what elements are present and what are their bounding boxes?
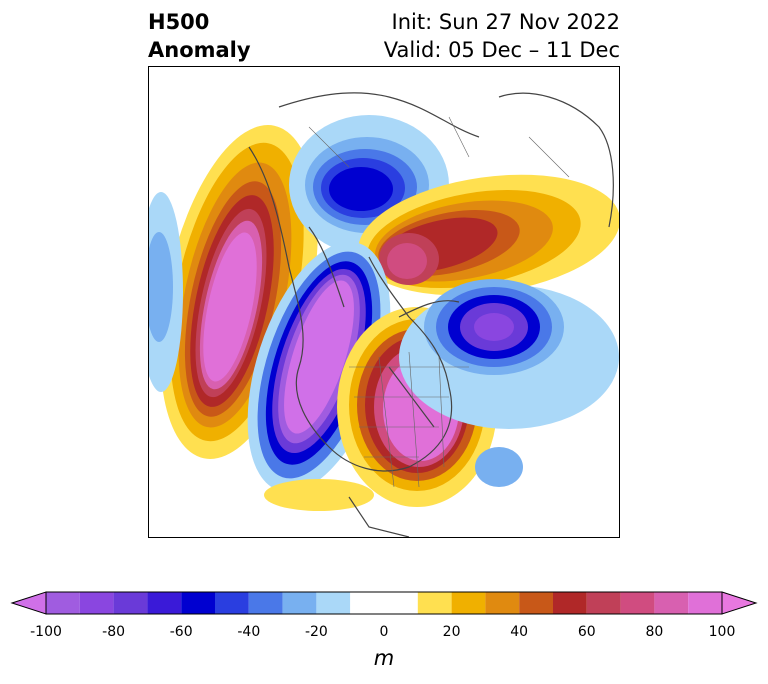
colorbar-tick-label: 0 xyxy=(379,624,389,640)
colorbar-bin-5 xyxy=(215,592,249,614)
colorbar-tick-label: -80 xyxy=(102,624,126,640)
colorbar-tick-label: -20 xyxy=(304,624,328,640)
anomaly-far-west-trough xyxy=(149,192,183,392)
map-canvas xyxy=(149,92,619,537)
colorbar-bin-6 xyxy=(248,592,283,614)
colorbar-bin-18 xyxy=(688,592,722,614)
colorbar-bin-13 xyxy=(519,592,553,614)
colorbar-tick-label: -100 xyxy=(30,624,62,640)
colorbar-bins xyxy=(46,592,722,614)
init-date: Init: Sun 27 Nov 2022 xyxy=(391,10,620,34)
colorbar-bin-11 xyxy=(451,592,486,614)
colorbar-outline xyxy=(45,591,723,615)
colorbar-bin-9 xyxy=(350,592,418,614)
colorbar-bin-17 xyxy=(654,592,689,614)
title-variable: H500 xyxy=(148,10,210,34)
colorbar-bin-1 xyxy=(79,592,114,614)
colorbar xyxy=(10,591,758,615)
anomaly-south-ridge xyxy=(264,479,374,511)
colorbar-bin-15 xyxy=(586,592,621,614)
colorbar-bin-2 xyxy=(113,592,148,614)
colorbar-tick-label: -60 xyxy=(169,624,193,640)
colorbar-over-triangle xyxy=(721,591,758,615)
colorbar-bin-7 xyxy=(282,592,317,614)
colorbar-tick-label: -40 xyxy=(237,624,261,640)
colorbar-bin-3 xyxy=(147,592,182,614)
political-borders xyxy=(308,116,570,488)
colorbar-bin-0 xyxy=(46,592,80,614)
colorbar-bin-4 xyxy=(181,592,215,614)
colorbar-bin-10 xyxy=(417,592,452,614)
colorbar-tick-label: 60 xyxy=(577,624,596,640)
anomaly-atlantic-trough xyxy=(399,279,619,487)
colorbar-tick-label: 80 xyxy=(645,624,664,640)
plot-title-right: Init: Sun 27 Nov 2022 Valid: 05 Dec – 11… xyxy=(384,8,620,64)
colorbar-bin-8 xyxy=(316,592,351,614)
title-type: Anomaly xyxy=(148,38,251,62)
colorbar-tick-label: 40 xyxy=(510,624,529,640)
plot-title-left: H500 Anomaly xyxy=(148,8,251,64)
anomaly-greenland-ridge xyxy=(358,174,619,296)
colorbar-bin-14 xyxy=(553,592,587,614)
colorbar-tick-label: 20 xyxy=(442,624,461,640)
valid-range: Valid: 05 Dec – 11 Dec xyxy=(383,38,620,62)
anomaly-map xyxy=(148,66,620,538)
colorbar-bin-12 xyxy=(485,592,520,614)
colorbar-unit: m xyxy=(373,646,395,670)
colorbar-tick-label: 100 xyxy=(708,624,736,640)
colorbar-bin-16 xyxy=(620,592,655,614)
colorbar-under-triangle xyxy=(10,591,47,615)
